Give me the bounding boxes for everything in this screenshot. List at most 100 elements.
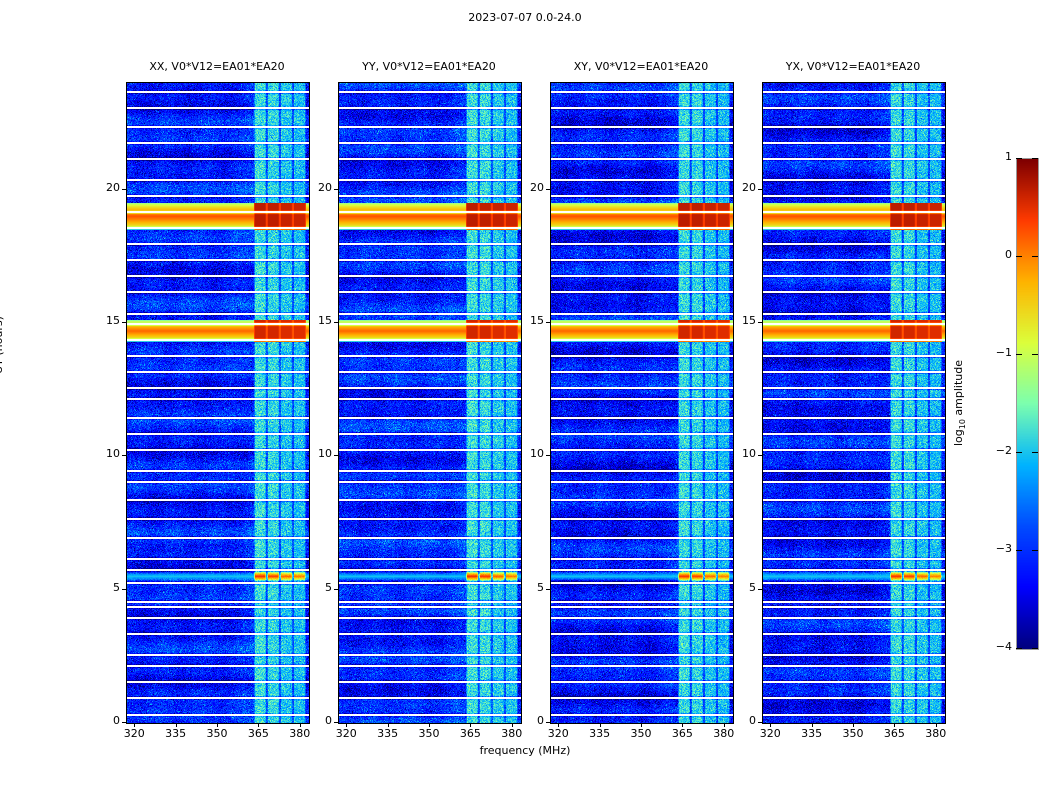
- y-tick-mark: [122, 455, 126, 456]
- x-tick-label: 380: [925, 727, 947, 740]
- y-tick-label: 10: [530, 447, 544, 461]
- y-tick-label: 0: [113, 714, 120, 727]
- spectrogram-panel-yx[interactable]: [762, 82, 946, 724]
- colorbar-tick-label: −1: [995, 346, 1012, 359]
- y-tick-label: 10: [318, 447, 332, 461]
- colorbar-label-base: log: [952, 429, 965, 447]
- colorbar-label: log10 amplitude: [952, 360, 967, 446]
- y-tick-mark: [546, 722, 550, 723]
- y-tick-mark: [758, 189, 762, 190]
- x-tick-mark: [300, 723, 301, 727]
- y-tick-mark: [122, 189, 126, 190]
- x-tick-label: 380: [289, 727, 311, 740]
- colorbar-tick-label: −3: [995, 542, 1012, 555]
- y-tick-mark: [334, 589, 338, 590]
- colorbar-tick-label: 1: [1005, 150, 1012, 163]
- figure-suptitle: 2023-07-07 0.0-24.0: [468, 11, 582, 24]
- x-tick-label: 335: [801, 727, 823, 740]
- spectrogram-image-yy: [339, 83, 521, 723]
- x-tick-mark: [176, 723, 177, 727]
- y-tick-label: 15: [530, 314, 544, 327]
- colorbar[interactable]: [1016, 158, 1039, 650]
- spectrogram-panel-xx[interactable]: [126, 82, 310, 724]
- y-tick-mark: [758, 589, 762, 590]
- y-tick-label: 15: [742, 314, 756, 327]
- x-tick-mark: [682, 723, 683, 727]
- x-tick-mark: [936, 723, 937, 727]
- y-tick-label: 0: [325, 714, 332, 727]
- y-tick-label: 0: [749, 714, 756, 727]
- panel-title-xy: XY, V0*V12=EA01*EA20: [573, 60, 709, 73]
- x-tick-mark: [512, 723, 513, 727]
- x-tick-mark: [134, 723, 135, 727]
- x-tick-mark: [558, 723, 559, 727]
- y-tick-label: 10: [106, 447, 120, 461]
- x-tick-mark: [429, 723, 430, 727]
- y-tick-mark: [546, 589, 550, 590]
- y-tick-label: 5: [749, 580, 756, 594]
- x-tick-label: 350: [630, 727, 652, 740]
- x-tick-label: 320: [335, 727, 357, 740]
- x-tick-label: 365: [459, 727, 481, 740]
- x-tick-mark: [217, 723, 218, 727]
- colorbar-tick-mark: [1032, 452, 1038, 453]
- colorbar-tick-mark: [1016, 354, 1022, 355]
- y-tick-mark: [334, 189, 338, 190]
- y-tick-mark: [334, 722, 338, 723]
- y-tick-label: 5: [325, 580, 332, 594]
- x-tick-mark: [600, 723, 601, 727]
- x-axis-label: frequency (MHz): [479, 744, 571, 757]
- colorbar-tick-label: −4: [995, 640, 1012, 653]
- y-tick-mark: [546, 455, 550, 456]
- y-tick-mark: [122, 589, 126, 590]
- x-tick-label: 380: [501, 727, 523, 740]
- y-tick-mark: [758, 322, 762, 323]
- colorbar-label-tail: amplitude: [952, 359, 965, 420]
- x-tick-label: 320: [547, 727, 569, 740]
- y-tick-label: 20: [530, 180, 544, 194]
- x-tick-label: 335: [165, 727, 187, 740]
- panel-title-yx: YX, V0*V12=EA01*EA20: [785, 60, 921, 73]
- y-tick-label: 15: [318, 314, 332, 327]
- spectrogram-image-xx: [127, 83, 309, 723]
- y-tick-mark: [122, 322, 126, 323]
- x-tick-label: 350: [206, 727, 228, 740]
- y-tick-label: 20: [742, 180, 756, 194]
- colorbar-tick-mark: [1016, 256, 1022, 257]
- x-tick-mark: [770, 723, 771, 727]
- colorbar-tick-mark: [1032, 648, 1038, 649]
- spectrogram-image-yx: [763, 83, 945, 723]
- y-tick-mark: [122, 722, 126, 723]
- colorbar-tick-label: −2: [995, 444, 1012, 457]
- x-tick-mark: [853, 723, 854, 727]
- colorbar-tick-mark: [1016, 452, 1022, 453]
- y-axis-label: UT (hours): [0, 316, 5, 374]
- x-tick-label: 320: [759, 727, 781, 740]
- x-tick-mark: [388, 723, 389, 727]
- spectrogram-panel-xy[interactable]: [550, 82, 734, 724]
- x-tick-label: 365: [247, 727, 269, 740]
- colorbar-label-sub: 10: [958, 419, 968, 430]
- colorbar-tick-mark: [1032, 158, 1038, 159]
- x-tick-label: 350: [418, 727, 440, 740]
- x-tick-label: 320: [123, 727, 145, 740]
- x-tick-label: 365: [671, 727, 693, 740]
- colorbar-tick-mark: [1016, 550, 1022, 551]
- y-tick-label: 20: [318, 180, 332, 194]
- y-tick-label: 5: [537, 580, 544, 594]
- y-tick-mark: [334, 455, 338, 456]
- colorbar-tick-label: 0: [1005, 248, 1012, 261]
- colorbar-tick-mark: [1032, 354, 1038, 355]
- y-tick-label: 5: [113, 580, 120, 594]
- colorbar-tick-mark: [1032, 550, 1038, 551]
- y-tick-mark: [758, 722, 762, 723]
- colorbar-tick-mark: [1016, 158, 1022, 159]
- y-tick-mark: [334, 322, 338, 323]
- x-tick-mark: [346, 723, 347, 727]
- spectrogram-panel-yy[interactable]: [338, 82, 522, 724]
- x-tick-mark: [470, 723, 471, 727]
- colorbar-gradient: [1017, 159, 1038, 649]
- x-tick-mark: [258, 723, 259, 727]
- panel-title-yy: YY, V0*V12=EA01*EA20: [362, 60, 496, 73]
- colorbar-tick-mark: [1032, 256, 1038, 257]
